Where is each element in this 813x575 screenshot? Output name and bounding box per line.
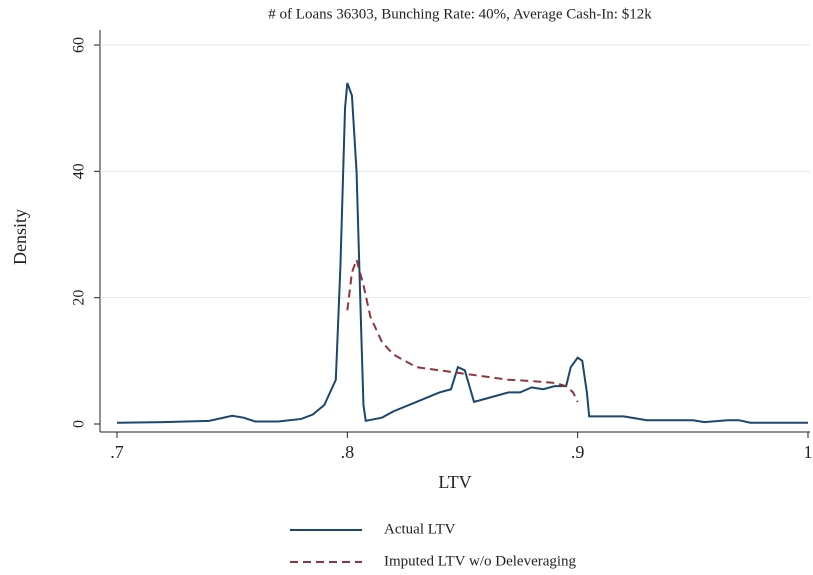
y-tick-label: 20	[71, 290, 88, 306]
chart-title: # of Loans 36303, Bunching Rate: 40%, Av…	[268, 6, 652, 22]
y-tick-label: 0	[71, 420, 88, 428]
series-line	[346, 256, 579, 403]
y-tick-label: 60	[71, 37, 88, 53]
y-axis-label: Density	[10, 209, 30, 265]
x-tick-label: .8	[341, 442, 355, 462]
x-tick-label: .7	[110, 442, 124, 462]
x-tick-label: .9	[571, 442, 585, 462]
x-tick-label: 1	[804, 442, 813, 462]
x-axis-label: LTV	[438, 472, 471, 492]
y-tick-label: 40	[71, 163, 88, 179]
legend-label: Imputed LTV w/o Deleveraging	[384, 553, 577, 569]
legend-label: Actual LTV	[384, 521, 456, 537]
series-line	[116, 82, 808, 424]
